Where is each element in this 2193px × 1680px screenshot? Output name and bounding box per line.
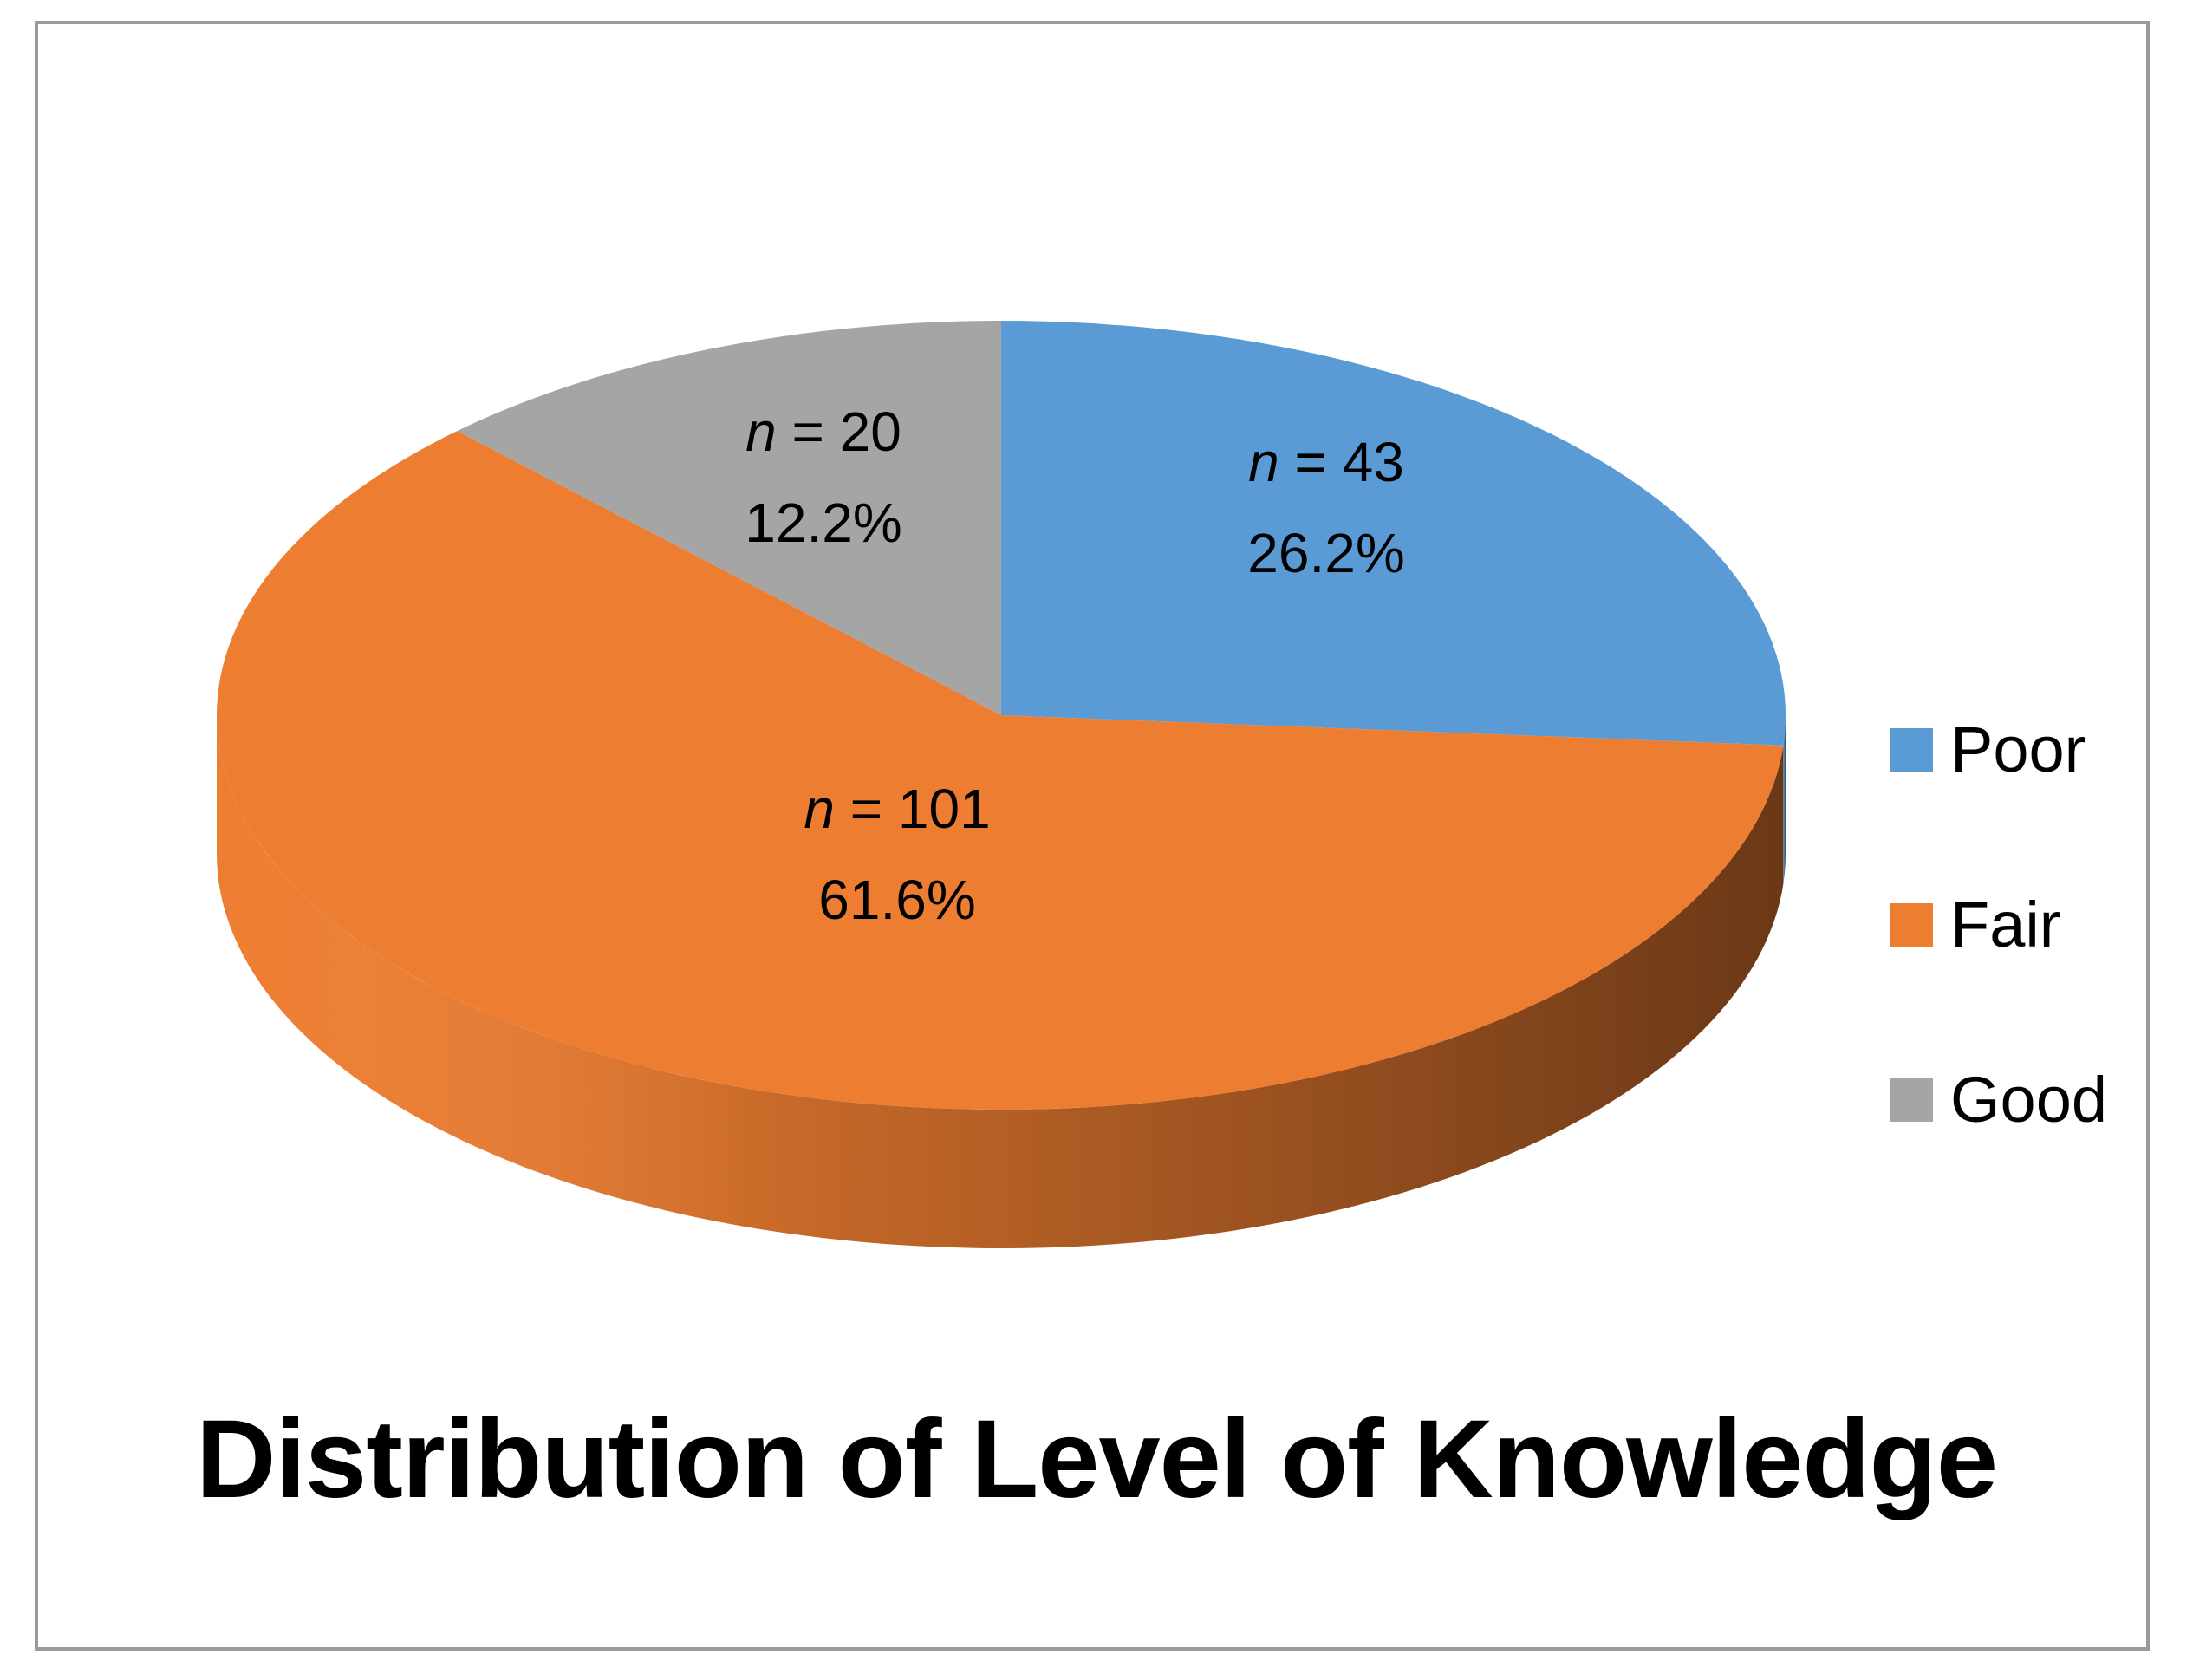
data-label-count: n = 101 xyxy=(804,778,990,840)
data-label-percent: 61.6% xyxy=(818,869,975,931)
legend-swatch-fair xyxy=(1890,903,1933,947)
pie-top xyxy=(216,321,1786,1110)
slice-poor xyxy=(1001,321,1786,746)
data-label-percent: 12.2% xyxy=(745,492,901,554)
data-label-percent: 26.2% xyxy=(1247,522,1404,584)
pie-labels: n = 43 26.2% n = 101 61.6% n = 20 12.2% xyxy=(745,400,1404,931)
data-label-count: n = 20 xyxy=(745,400,901,463)
legend-swatch-poor xyxy=(1890,728,1933,772)
legend-swatch-good xyxy=(1890,1078,1933,1122)
chart-title: Distribution of Level of Knowledge xyxy=(196,1397,1998,1521)
slice-good xyxy=(457,321,1001,715)
legend-label-good: Good xyxy=(1950,1064,2107,1136)
data-label-count: n = 43 xyxy=(1248,431,1404,493)
legend-label-poor: Poor xyxy=(1950,713,2086,785)
slice-side-shade xyxy=(217,715,1784,1248)
pie-sides xyxy=(217,715,1786,1248)
slice-side-shade xyxy=(1783,715,1786,884)
legend: Poor Fair Good xyxy=(1890,713,2107,1136)
legend-label-fair: Fair xyxy=(1950,889,2060,960)
slice-fair xyxy=(216,431,1784,1110)
